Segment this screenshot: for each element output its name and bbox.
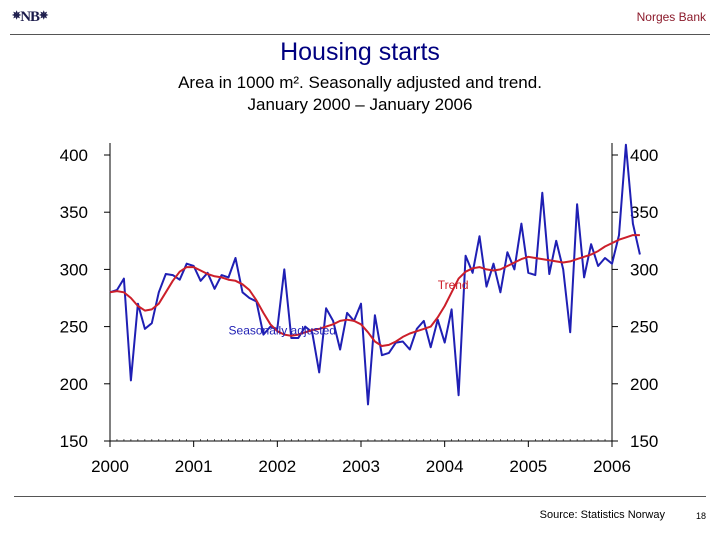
y-tick-label-left: 400 bbox=[60, 146, 88, 165]
x-tick-label: 2002 bbox=[258, 457, 296, 476]
y-tick-label-left: 150 bbox=[60, 432, 88, 451]
logo-text: NB bbox=[20, 9, 40, 25]
y-tick-label-left: 300 bbox=[60, 260, 88, 279]
seasonally-adjusted-annotation: Seasonally adjusted bbox=[229, 324, 336, 338]
y-tick-label-right: 250 bbox=[630, 318, 658, 337]
page-number: 18 bbox=[695, 511, 706, 521]
x-tick-label: 2006 bbox=[593, 457, 631, 476]
trend-line bbox=[109, 234, 640, 347]
norges-bank-logo: ✵NB✵ bbox=[12, 9, 48, 26]
x-tick-label: 2004 bbox=[426, 457, 464, 476]
y-tick-label-left: 350 bbox=[60, 203, 88, 222]
seasonally-adjusted-line bbox=[109, 143, 641, 406]
y-tick-label-right: 350 bbox=[630, 203, 658, 222]
y-tick-label-left: 200 bbox=[60, 375, 88, 394]
x-tick-label: 2000 bbox=[91, 457, 129, 476]
header-divider bbox=[10, 34, 710, 35]
chart-title: Housing starts bbox=[280, 38, 440, 66]
logo-star-icon: ✵ bbox=[39, 10, 48, 22]
y-tick-label-right: 400 bbox=[630, 146, 658, 165]
brand-name: Norges Bank bbox=[636, 10, 706, 24]
y-tick-label-right: 200 bbox=[630, 375, 658, 394]
x-tick-label: 2001 bbox=[175, 457, 213, 476]
subtitle-line-2: January 2000 – January 2006 bbox=[247, 95, 473, 114]
trend-annotation: Trend bbox=[438, 278, 469, 292]
x-tick-label: 2003 bbox=[342, 457, 380, 476]
y-tick-label-left: 250 bbox=[60, 318, 88, 337]
subtitle-line-1: Area in 1000 m². Seasonally adjusted and… bbox=[178, 73, 542, 92]
source-note: Source: Statistics Norway bbox=[539, 509, 665, 521]
y-tick-label-right: 300 bbox=[630, 260, 658, 279]
footer-divider bbox=[14, 496, 706, 497]
x-tick-label: 2005 bbox=[509, 457, 547, 476]
y-tick-label-right: 150 bbox=[630, 432, 658, 451]
chart-subtitle: Area in 1000 m². Seasonally adjusted and… bbox=[0, 72, 720, 116]
logo-star-icon: ✵ bbox=[12, 10, 21, 22]
